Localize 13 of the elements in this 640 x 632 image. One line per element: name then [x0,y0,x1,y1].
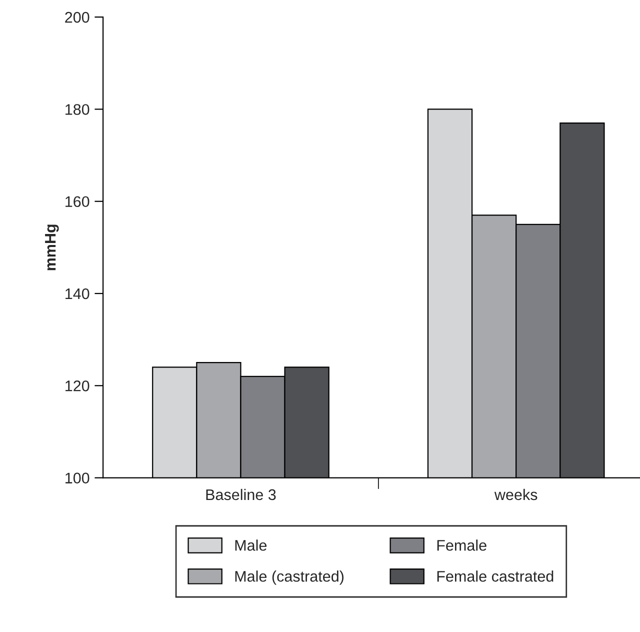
y-tick-label: 120 [66,380,90,392]
legend-label: Male [235,540,267,551]
x-tick-label: weeks [494,488,538,500]
legend-label: Female [437,540,486,551]
y-axis-title: mmHg [45,224,59,270]
y-tick-label: 180 [66,104,90,115]
y-tick-label: 140 [66,288,90,300]
legend-label: Male (castrated) [235,570,344,585]
x-tick-label: Baseline 3 [206,488,276,500]
y-tick-label: 100 [66,472,90,484]
y-tick-label: 200 [65,12,90,23]
y-tick-label: 160 [66,196,90,208]
legend-label: Female castrated [437,570,554,582]
